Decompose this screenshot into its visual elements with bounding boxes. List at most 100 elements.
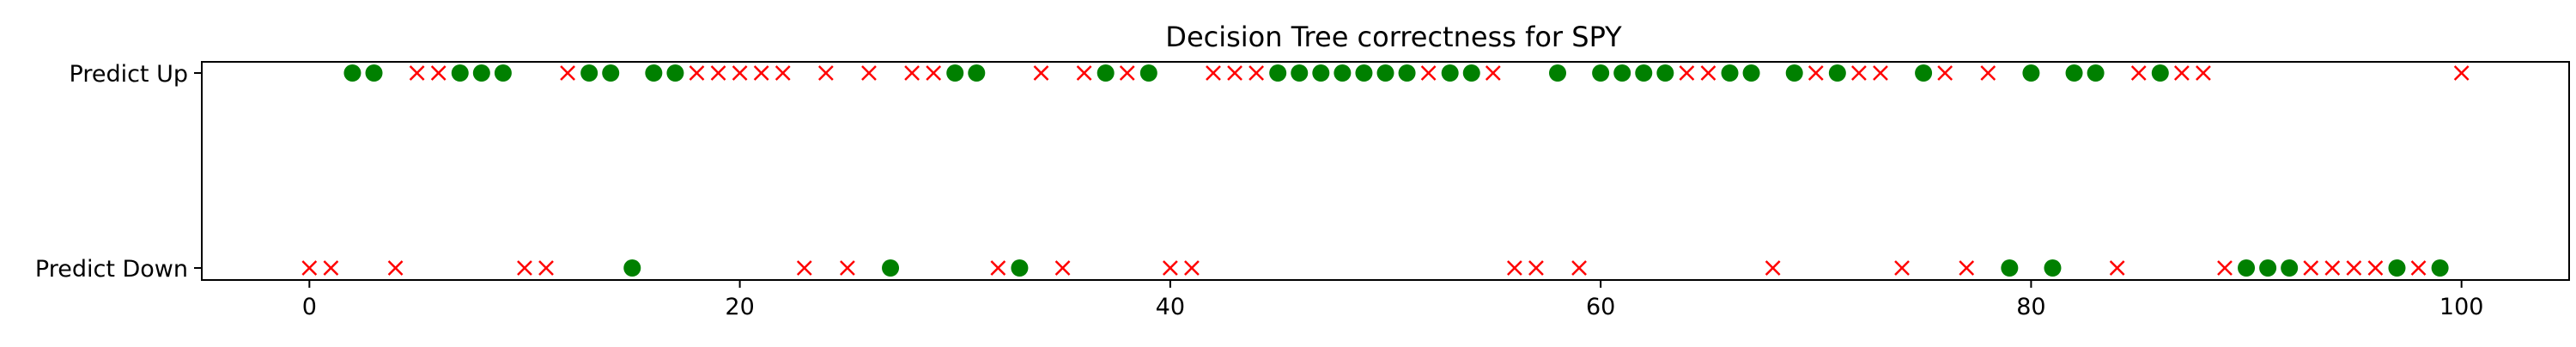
incorrect-point xyxy=(1959,260,1975,276)
incorrect-point xyxy=(1765,260,1781,276)
correct-point xyxy=(2238,259,2256,277)
correct-point xyxy=(472,64,490,82)
incorrect-point xyxy=(430,65,447,81)
incorrect-point xyxy=(409,65,425,81)
incorrect-point xyxy=(990,260,1006,276)
plot-area-frame xyxy=(201,61,2570,281)
correct-point xyxy=(1828,64,1846,82)
incorrect-point xyxy=(2173,65,2190,81)
x-tick-label: 80 xyxy=(2016,294,2045,320)
incorrect-point xyxy=(732,65,748,81)
incorrect-point xyxy=(1033,65,1049,81)
y-axis: Predict Down Predict Up xyxy=(35,61,202,283)
incorrect-point xyxy=(2196,65,2211,81)
correct-point xyxy=(2087,64,2105,82)
incorrect-point xyxy=(1162,260,1178,276)
incorrect-point xyxy=(817,65,834,81)
correct-point xyxy=(1915,64,1933,82)
incorrect-point xyxy=(2346,260,2362,276)
incorrect-point xyxy=(1894,260,1910,276)
incorrect-point xyxy=(517,260,532,276)
incorrect-point xyxy=(2303,260,2319,276)
incorrect-point xyxy=(1700,65,1716,81)
correct-point xyxy=(968,64,986,82)
x-tick-label: 20 xyxy=(725,294,754,320)
incorrect-point xyxy=(2109,260,2125,276)
incorrect-point xyxy=(710,65,726,81)
correct-point xyxy=(580,64,598,82)
correct-point xyxy=(1441,64,1459,82)
correct-point xyxy=(1398,64,1416,82)
correct-point xyxy=(343,64,361,82)
correct-point xyxy=(1312,64,1330,82)
incorrect-point xyxy=(2324,260,2341,276)
correct-point xyxy=(882,259,900,277)
incorrect-point xyxy=(387,260,404,276)
incorrect-point xyxy=(753,65,769,81)
incorrect-point xyxy=(1485,65,1501,81)
incorrect-point xyxy=(775,65,791,81)
incorrect-point xyxy=(560,65,575,81)
incorrect-point xyxy=(1506,260,1522,276)
x-axis: 0 20 40 60 80 100 xyxy=(302,280,2484,320)
correct-point xyxy=(1549,64,1567,82)
correct-point xyxy=(2281,259,2299,277)
incorrect-point xyxy=(1119,65,1135,81)
incorrect-point xyxy=(1227,65,1242,81)
correct-point xyxy=(1097,64,1115,82)
correct-point xyxy=(1656,64,1674,82)
incorrect-point xyxy=(2453,65,2470,81)
incorrect-point xyxy=(1980,65,1996,81)
incorrect-point xyxy=(1807,65,1824,81)
correct-point xyxy=(602,64,620,82)
incorrect-point xyxy=(926,65,942,81)
correct-point xyxy=(1334,64,1352,82)
x-tick-label: 60 xyxy=(1586,294,1615,320)
correct-point xyxy=(365,64,383,82)
data-points xyxy=(301,64,2470,277)
correct-point xyxy=(451,64,469,82)
correct-point xyxy=(1462,64,1480,82)
correct-point xyxy=(1355,64,1373,82)
incorrect-point xyxy=(1206,65,1221,81)
correct-point xyxy=(494,64,512,82)
x-tick-label: 100 xyxy=(2439,294,2484,320)
correct-point xyxy=(1635,64,1653,82)
incorrect-point xyxy=(1873,65,1888,81)
incorrect-point xyxy=(1528,260,1544,276)
incorrect-point xyxy=(1184,260,1200,276)
correct-point xyxy=(666,64,684,82)
incorrect-point xyxy=(1937,65,1953,81)
correct-point xyxy=(623,259,641,277)
correct-point xyxy=(946,64,964,82)
correct-point xyxy=(2388,259,2406,277)
correct-point xyxy=(2259,259,2277,277)
correct-point xyxy=(1742,64,1760,82)
correct-point xyxy=(2022,64,2040,82)
chart-title: Decision Tree correctness for SPY xyxy=(1165,21,1622,53)
incorrect-point xyxy=(301,260,318,276)
correct-point xyxy=(2151,64,2169,82)
incorrect-point xyxy=(2130,65,2147,81)
correct-point xyxy=(1376,64,1394,82)
incorrect-point xyxy=(689,65,705,81)
correct-point xyxy=(1291,64,1309,82)
correct-point xyxy=(2044,259,2062,277)
incorrect-point xyxy=(1249,65,1265,81)
correct-point xyxy=(1139,64,1157,82)
correct-point xyxy=(2001,259,2019,277)
correct-point xyxy=(1011,259,1029,277)
x-tick-label: 0 xyxy=(302,294,317,320)
correct-point xyxy=(645,64,663,82)
incorrect-point xyxy=(1420,65,1437,81)
correct-point xyxy=(1269,64,1287,82)
incorrect-point xyxy=(796,260,812,276)
incorrect-point xyxy=(538,260,554,276)
correct-point xyxy=(1592,64,1610,82)
y-tick-label: Predict Down xyxy=(35,256,188,283)
incorrect-point xyxy=(840,260,855,276)
incorrect-point xyxy=(1054,260,1071,276)
incorrect-point xyxy=(323,260,339,276)
correct-point xyxy=(1785,64,1803,82)
